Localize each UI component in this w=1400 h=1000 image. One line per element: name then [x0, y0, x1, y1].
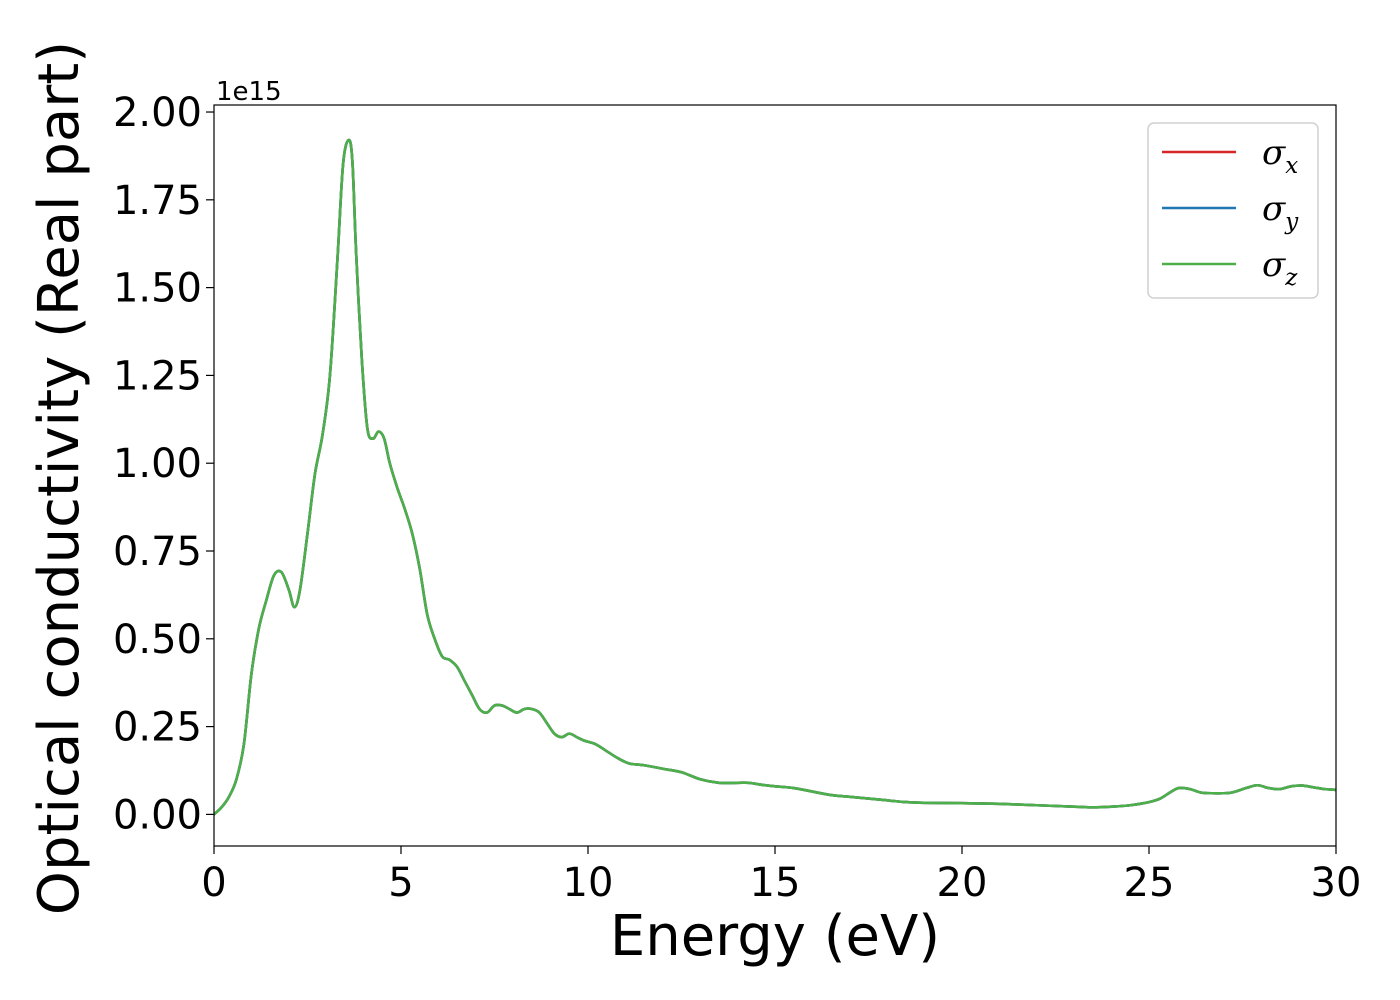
y-tick-label: 0.75: [113, 529, 202, 575]
y-tick-label: 1.25: [113, 353, 202, 399]
y-tick-label: 1.00: [113, 441, 202, 487]
x-tick-label: 5: [388, 860, 413, 906]
legend-label-z: σz: [1262, 245, 1298, 291]
x-tick-label: 20: [937, 860, 988, 906]
legend-label-x: σx: [1262, 133, 1298, 179]
y-tick-label: 0.50: [113, 617, 202, 663]
legend: σx σy σz: [1147, 122, 1319, 299]
y-tick-label: 1.75: [113, 178, 202, 224]
legend-box: [1147, 122, 1319, 299]
y-axis-title: Optical conductivity (Real part): [27, 41, 92, 915]
x-tick-label: 10: [563, 860, 614, 906]
y-tick-label: 0.25: [113, 705, 202, 751]
legend-label-y: σy: [1262, 189, 1299, 235]
x-tick-label: 15: [750, 860, 801, 906]
x-tick-label: 0: [201, 860, 226, 906]
series-layer: [214, 138, 1336, 816]
x-tick-label: 25: [1124, 860, 1175, 906]
x-axis-title: Energy (eV): [610, 904, 940, 969]
legend-items: σx σy σz: [1162, 133, 1299, 291]
y-tick-label: 0.00: [113, 792, 202, 838]
series-line-z: [214, 138, 1336, 816]
x-tick-label: 30: [1311, 860, 1362, 906]
y-offset-label: 1e15: [216, 77, 282, 107]
y-tick-label: 2.00: [113, 90, 202, 136]
y-axis-ticks: 0.00 0.25 0.50 0.75 1.00 1.25 1.50 1.75 2.00: [113, 90, 214, 838]
y-tick-label: 1.50: [113, 266, 202, 312]
x-axis-ticks: 0 5 10 15 20 25 30: [201, 846, 1361, 906]
